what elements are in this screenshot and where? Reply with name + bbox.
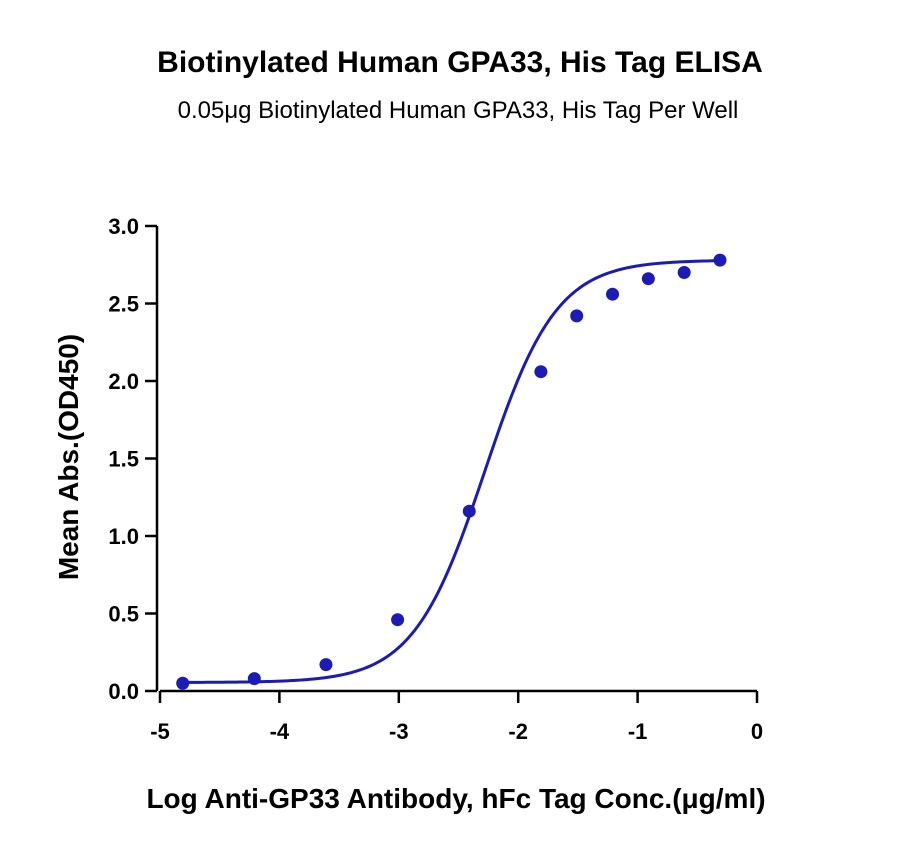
axes [155, 226, 757, 693]
chart-title: Biotinylated Human GPA33, His Tag ELISA [157, 46, 763, 79]
data-point [319, 658, 333, 672]
x-tick-label: -5 [150, 719, 170, 744]
data-point [606, 287, 620, 301]
data-point [713, 253, 727, 267]
data-point [570, 309, 584, 323]
fit-curve [182, 259, 721, 684]
x-axis-label: Log Anti-GP33 Antibody, hFc Tag Conc.(μg… [146, 783, 765, 814]
y-tick-label: 0.5 [108, 602, 139, 627]
y-tick-label: 1.5 [108, 447, 139, 472]
chart-subtitle: 0.05μg Biotinylated Human GPA33, His Tag… [178, 97, 739, 124]
data-point [176, 676, 190, 690]
x-tick-label: 0 [751, 719, 763, 744]
x-tick-label: -3 [389, 719, 409, 744]
y-tick-label: 3.0 [108, 214, 139, 239]
data-points [176, 253, 727, 690]
y-tick-label: 2.5 [108, 292, 139, 317]
data-point [534, 365, 548, 379]
y-tick-label: 2.0 [108, 369, 139, 394]
y-axis-label: Mean Abs.(OD450) [53, 334, 84, 580]
x-tick-label: -4 [270, 719, 290, 744]
data-point [391, 613, 405, 627]
data-point [641, 272, 655, 286]
y-tick-label: 0.0 [108, 679, 139, 704]
y-tick-label: 1.0 [108, 524, 139, 549]
ticks: 0.0 0.5 1.0 1.5 2.0 2.5 3.0 -5 -4 -3 -2 -1 0 [108, 214, 763, 744]
data-point [462, 504, 476, 518]
fit-curve-group [182, 259, 721, 684]
x-tick-label: -1 [628, 719, 648, 744]
data-point [247, 672, 261, 686]
x-tick-label: -2 [508, 719, 528, 744]
data-point [677, 266, 691, 279]
